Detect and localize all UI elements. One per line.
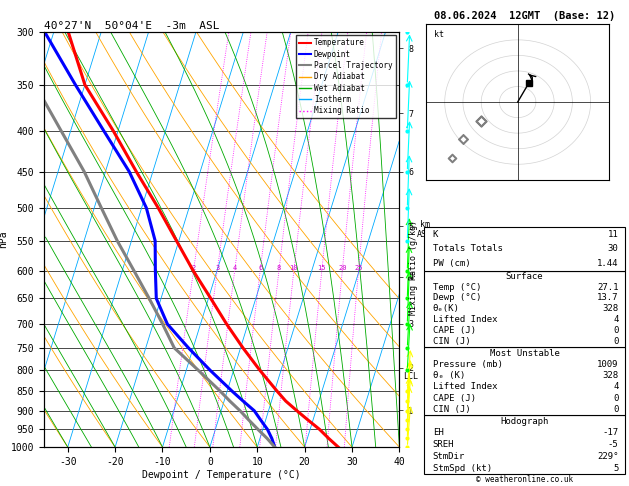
Text: K: K: [433, 230, 438, 239]
Text: Most Unstable: Most Unstable: [489, 348, 560, 358]
Text: 0: 0: [613, 394, 618, 403]
Text: StmSpd (kt): StmSpd (kt): [433, 464, 492, 472]
Text: Pressure (mb): Pressure (mb): [433, 360, 503, 369]
Text: 27.1: 27.1: [597, 282, 618, 292]
Text: 40°27'N  50°04'E  -3m  ASL: 40°27'N 50°04'E -3m ASL: [44, 21, 220, 31]
Bar: [425, 227, 625, 271]
Text: 0: 0: [613, 405, 618, 414]
Text: θₑ(K): θₑ(K): [433, 304, 460, 313]
Text: Hodograph: Hodograph: [501, 417, 548, 426]
Text: PW (cm): PW (cm): [433, 259, 470, 268]
Bar: [425, 271, 625, 347]
Text: 0: 0: [613, 327, 618, 335]
Text: 8: 8: [277, 265, 281, 271]
Text: 5: 5: [613, 464, 618, 472]
Text: 1.44: 1.44: [597, 259, 618, 268]
Text: kt: kt: [434, 30, 443, 39]
Text: 30: 30: [608, 244, 618, 253]
Text: 4: 4: [613, 382, 618, 391]
Text: 13.7: 13.7: [597, 294, 618, 302]
Legend: Temperature, Dewpoint, Parcel Trajectory, Dry Adiabat, Wet Adiabat, Isotherm, Mi: Temperature, Dewpoint, Parcel Trajectory…: [296, 35, 396, 118]
Text: 25: 25: [354, 265, 363, 271]
Text: Surface: Surface: [506, 272, 543, 280]
Text: -5: -5: [608, 440, 618, 449]
Bar: [425, 415, 625, 474]
Text: Dewp (°C): Dewp (°C): [433, 294, 481, 302]
Text: 20: 20: [338, 265, 347, 271]
Text: 0: 0: [613, 337, 618, 347]
Bar: [425, 347, 625, 415]
Text: -17: -17: [603, 428, 618, 437]
Text: 6: 6: [258, 265, 262, 271]
Text: Mixing Ratio (g/kg): Mixing Ratio (g/kg): [409, 220, 418, 315]
Text: Temp (°C): Temp (°C): [433, 282, 481, 292]
Text: 3: 3: [215, 265, 220, 271]
Text: θₑ (K): θₑ (K): [433, 371, 465, 380]
Text: LCL: LCL: [404, 372, 418, 381]
Text: Lifted Index: Lifted Index: [433, 315, 497, 325]
Text: 328: 328: [603, 371, 618, 380]
Text: CIN (J): CIN (J): [433, 337, 470, 347]
Y-axis label: hPa: hPa: [0, 230, 8, 248]
Text: 229°: 229°: [597, 452, 618, 461]
Text: StmDir: StmDir: [433, 452, 465, 461]
Text: 11: 11: [608, 230, 618, 239]
Text: 15: 15: [318, 265, 326, 271]
Text: CAPE (J): CAPE (J): [433, 394, 476, 403]
Text: 4: 4: [233, 265, 237, 271]
Text: 08.06.2024  12GMT  (Base: 12): 08.06.2024 12GMT (Base: 12): [434, 11, 615, 21]
X-axis label: Dewpoint / Temperature (°C): Dewpoint / Temperature (°C): [142, 469, 301, 480]
Text: CAPE (J): CAPE (J): [433, 327, 476, 335]
Y-axis label: km
ASL: km ASL: [417, 220, 432, 240]
Text: EH: EH: [433, 428, 443, 437]
Text: CIN (J): CIN (J): [433, 405, 470, 414]
Text: 1009: 1009: [597, 360, 618, 369]
Text: 328: 328: [603, 304, 618, 313]
Text: © weatheronline.co.uk: © weatheronline.co.uk: [476, 475, 573, 485]
Text: Lifted Index: Lifted Index: [433, 382, 497, 391]
Text: 10: 10: [289, 265, 298, 271]
Text: Totals Totals: Totals Totals: [433, 244, 503, 253]
Text: 2: 2: [191, 265, 196, 271]
Text: SREH: SREH: [433, 440, 454, 449]
Text: 4: 4: [613, 315, 618, 325]
